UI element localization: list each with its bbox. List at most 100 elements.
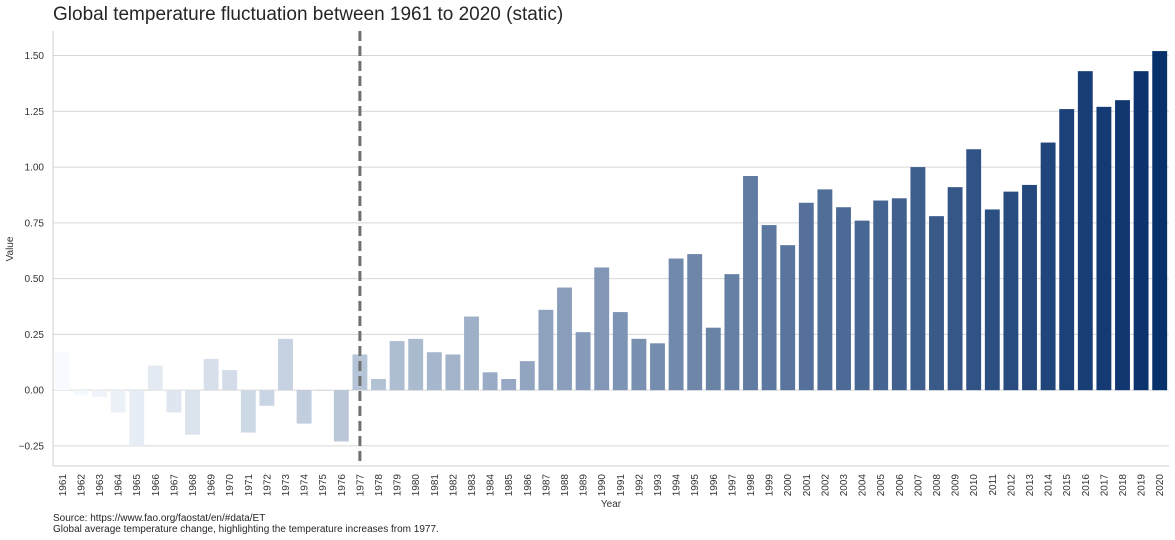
x-tick-label: 2005 [876, 474, 887, 497]
x-tick-label: 1984 [486, 474, 497, 497]
bar-2004 [854, 220, 870, 391]
x-tick-label: 1986 [523, 474, 534, 497]
bar-1981 [426, 352, 442, 391]
x-tick-label: 1985 [504, 474, 515, 497]
x-tick-label: 2019 [1137, 474, 1148, 497]
bar-1998 [743, 176, 758, 391]
x-tick-label: 1979 [393, 474, 404, 497]
x-tick-label: 1980 [411, 474, 422, 497]
bar-1977 [352, 354, 368, 391]
bar-1993 [650, 343, 665, 391]
bar-1968 [185, 390, 200, 435]
bar-2000 [780, 245, 796, 391]
x-tick-label: 1968 [188, 474, 199, 497]
x-tick-label: 2000 [783, 474, 794, 497]
bar-1961 [54, 352, 70, 391]
x-tick-label: 1971 [244, 474, 255, 497]
x-tick-label: 1993 [653, 474, 664, 497]
x-tick-label: 1969 [207, 474, 218, 497]
y-tick-label: 0.25 [25, 330, 45, 341]
x-tick-label: 1972 [262, 474, 273, 497]
x-tick-label: 1966 [151, 474, 162, 497]
bar-2017 [1096, 106, 1112, 391]
y-tick-label: 1.00 [25, 163, 45, 174]
bar-1997 [724, 274, 740, 391]
x-tick-label: 1964 [114, 474, 125, 497]
bar-1991 [612, 312, 628, 391]
chart-title: Global temperature fluctuation between 1… [53, 4, 564, 25]
axes [52, 31, 1169, 467]
x-tick-label: 1996 [709, 474, 720, 497]
bar-2007 [910, 167, 926, 391]
bar-1970 [222, 370, 238, 391]
bar-1990 [594, 267, 610, 391]
bar-2018 [1115, 100, 1130, 391]
x-tick-label: 1998 [746, 474, 757, 497]
bar-2016 [1077, 71, 1093, 391]
y-tick-label: 1.50 [25, 51, 45, 62]
x-tick-label: 2017 [1099, 474, 1110, 497]
bar-2001 [798, 202, 814, 391]
bar-1985 [501, 379, 517, 391]
y-tick-label: 0.00 [25, 386, 45, 397]
x-tick-label: 1991 [616, 474, 627, 497]
x-tick-label: 2012 [1006, 474, 1017, 497]
x-tick-label: 2015 [1062, 474, 1073, 497]
x-axis-label: Year [601, 499, 622, 510]
bar-2002 [817, 189, 833, 391]
bar-1986 [519, 361, 535, 391]
y-tick-label: 1.25 [25, 107, 45, 118]
x-tick-label: 1970 [225, 474, 236, 497]
bar-1964 [110, 390, 126, 413]
x-tick-label: 2001 [802, 474, 813, 497]
x-tick-label: 1967 [169, 474, 180, 497]
x-tick-label: 2008 [932, 474, 943, 497]
x-tick-label: 1982 [448, 474, 459, 497]
x-tick-label: 1990 [597, 474, 608, 497]
bar-1989 [575, 332, 591, 391]
x-tick-label: 2010 [969, 474, 980, 497]
x-tick-label: 1981 [430, 474, 441, 497]
x-tick-label: 2018 [1118, 474, 1129, 497]
x-tick-label: 2002 [820, 474, 831, 497]
x-tick-label: 1976 [337, 474, 348, 497]
bar-2005 [873, 200, 889, 391]
bar-1962 [73, 390, 89, 395]
x-tick-label: 1978 [374, 474, 385, 497]
bar-1967 [166, 390, 182, 413]
chart-caption: Global average temperature change, highl… [53, 524, 439, 535]
x-tick-label: 2004 [858, 474, 869, 497]
bar-1980 [408, 338, 424, 391]
bar-1966 [147, 365, 163, 391]
x-tick-label: 1975 [318, 474, 329, 497]
x-tick-label: 1973 [281, 474, 292, 497]
x-tick-label: 1961 [58, 474, 69, 497]
bar-1978 [371, 379, 386, 391]
x-tick-label: 1992 [634, 474, 645, 497]
bar-1965 [129, 390, 145, 446]
bar-1992 [631, 338, 647, 391]
x-tick-label: 1999 [765, 474, 776, 497]
y-axis-label: Value [5, 236, 16, 261]
x-tick-label: 1988 [560, 474, 571, 497]
y-tick-label: 0.75 [25, 218, 45, 229]
bar-1995 [687, 254, 703, 391]
bar-2009 [947, 187, 963, 391]
y-tick-label: −0.25 [19, 441, 45, 452]
x-tick-label: 2016 [1081, 474, 1092, 497]
bar-1982 [445, 354, 461, 391]
bar-2003 [836, 207, 851, 391]
x-tick-label: 1974 [300, 474, 311, 497]
x-tick-label: 1987 [541, 474, 552, 497]
bar-1988 [557, 287, 572, 391]
bar-2008 [929, 216, 944, 391]
bar-1975 [315, 390, 331, 391]
x-tick-label: 1995 [690, 474, 701, 497]
bar-2006 [891, 198, 907, 391]
bar-2015 [1059, 109, 1075, 391]
x-tick-label: 2013 [1025, 474, 1036, 497]
x-tick-label: 2020 [1155, 474, 1166, 497]
bar-1979 [389, 341, 405, 391]
bar-1976 [333, 390, 349, 442]
